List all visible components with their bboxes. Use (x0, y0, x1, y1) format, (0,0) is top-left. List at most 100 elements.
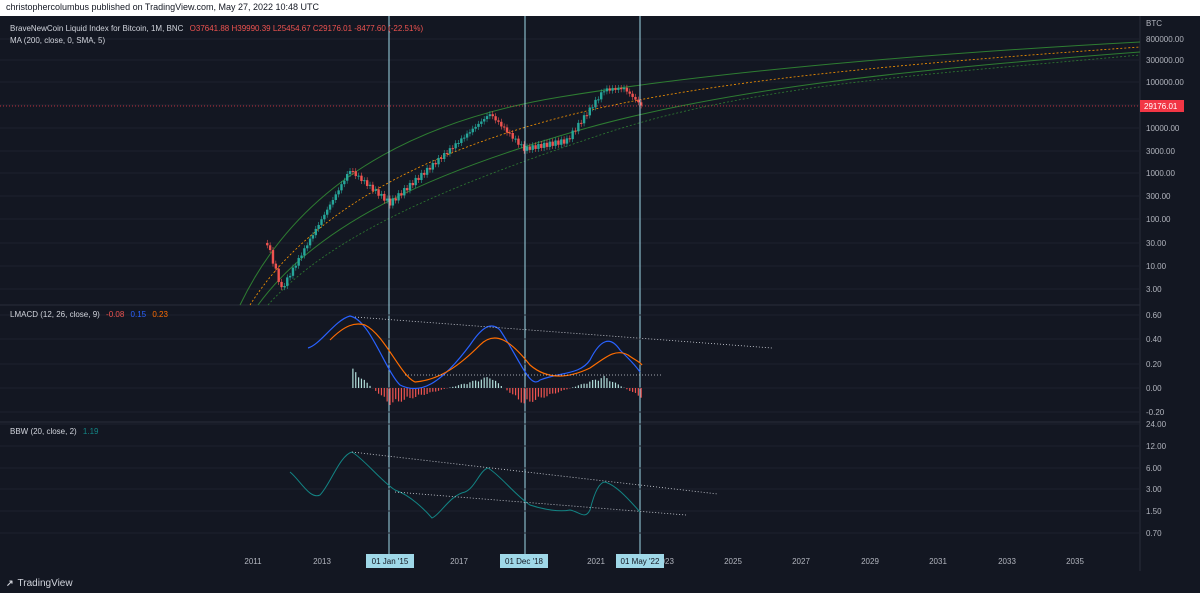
candle-body (283, 285, 286, 288)
candle-body (337, 190, 340, 195)
time-marker-1: 01 Jan '15 (372, 557, 409, 566)
candle-body (617, 87, 620, 90)
candle-body (403, 188, 406, 196)
lmacd-legend-title: LMACD (12, 26, close, 9) (10, 310, 100, 319)
candle-body (454, 143, 457, 149)
candle-body (551, 141, 554, 146)
bbw-legend: BBW (20, close, 2) 1.19 (10, 427, 99, 436)
candle-body (588, 107, 591, 116)
candle-body (580, 122, 583, 124)
bbw-tick-label: 3.00 (1146, 485, 1162, 494)
candle-body (420, 172, 423, 181)
candle-body (571, 130, 574, 140)
lmacd-legend: LMACD (12, 26, close, 9) -0.08 0.15 0.23 (10, 310, 168, 319)
candle-body (268, 245, 272, 251)
price-legend-title: BraveNewCoin Liquid Index for Bitcoin, 1… (10, 24, 184, 33)
candle-body (497, 120, 500, 122)
candle-body (408, 182, 412, 191)
candle-body (271, 250, 275, 264)
price-tick-label: 1000.00 (1146, 169, 1175, 178)
candle-body (522, 144, 526, 151)
channel-inner-curve (267, 54, 1141, 306)
candle-body (471, 128, 474, 133)
candle-body (277, 268, 280, 282)
candle-body (371, 184, 375, 191)
candle-body (628, 91, 631, 94)
lmacd-macd-line (307, 315, 641, 390)
price-axis-currency: BTC (1146, 19, 1162, 28)
lmacd-value-macd: 0.15 (130, 310, 147, 319)
candle-body (545, 142, 549, 147)
candle-body (574, 130, 577, 132)
candle-body (520, 144, 523, 146)
time-tick-label: 2017 (450, 557, 468, 566)
candle-body (314, 228, 317, 236)
candle-body (508, 132, 512, 134)
ma-legend: MA (200, close, 0, SMA, 5) (10, 36, 106, 45)
candle-body (348, 171, 352, 175)
candle-body (537, 144, 540, 149)
price-tick-label: 30.00 (1146, 239, 1167, 248)
time-tick-label: 2023 (656, 557, 674, 566)
time-tick-label: 2029 (861, 557, 879, 566)
candle-body (308, 238, 312, 246)
bbw-tick-label: 1.50 (1146, 507, 1162, 516)
candle-body (465, 133, 469, 138)
candle-body (400, 193, 403, 196)
candle-body (611, 88, 614, 91)
price-tick-label: 300.00 (1146, 192, 1171, 201)
bbw-tick-label: 12.00 (1146, 442, 1167, 451)
candle-body (585, 115, 589, 117)
chart-canvas[interactable]: 800000.00300000.00100000.0030000.0010000… (0, 16, 1200, 571)
candle-body (542, 142, 546, 148)
candle-body (414, 177, 417, 186)
candle-body (528, 146, 532, 150)
candle-body (394, 198, 397, 201)
candle-body (517, 138, 520, 145)
candle-body (477, 123, 480, 127)
bbw-axis: 24.00 12.00 6.00 3.00 1.50 0.70 (1146, 420, 1167, 538)
candle-body (377, 189, 380, 196)
candle-body (514, 138, 517, 140)
candle-body (391, 198, 395, 206)
bbw-tick-label: 0.70 (1146, 529, 1162, 538)
candle-body (525, 146, 529, 151)
time-marker-3: 01 May '22 (621, 557, 660, 566)
time-tick-label: 2035 (1066, 557, 1084, 566)
time-tick-label: 2025 (724, 557, 742, 566)
candle-body (297, 257, 300, 266)
bbw-tick-label: 24.00 (1146, 420, 1167, 429)
candle-body (608, 88, 611, 91)
last-price-label: 29176.01 (1144, 102, 1178, 111)
candle-body (600, 92, 603, 100)
candle-body (388, 198, 392, 206)
candle-body (266, 242, 269, 246)
candle-body (602, 91, 606, 93)
candle-body (383, 193, 386, 201)
candle-body (340, 184, 343, 191)
candle-body (294, 265, 298, 268)
candle-body (548, 141, 552, 147)
price-tick-label: 100000.00 (1146, 78, 1184, 87)
candle-body (437, 157, 440, 165)
candle-body (306, 245, 309, 249)
time-tick-label: 2027 (792, 557, 810, 566)
price-legend-ohlc: O37641.88 H39990.39 L25454.67 C29176.01 … (189, 24, 424, 33)
time-marker-3-bg (616, 554, 664, 568)
candle-body (480, 121, 483, 124)
candle-body (440, 157, 443, 160)
lmacd-tick-label: 0.00 (1146, 384, 1162, 393)
tradingview-logo[interactable]: ↗ TradingView (6, 578, 73, 589)
tradingview-icon: ↗ (6, 578, 14, 588)
price-gridlines (0, 38, 1140, 290)
lmacd-tick-label: -0.20 (1146, 408, 1165, 417)
candle-body (374, 189, 377, 191)
candle-body (328, 204, 332, 210)
lmacd-axis: 0.60 0.40 0.20 0.00 -0.20 (1146, 311, 1165, 417)
candle-body (280, 281, 283, 288)
lmacd-tick-label: 0.20 (1146, 360, 1162, 369)
tradingview-label: TradingView (17, 578, 73, 589)
time-tick-label: 2011 (244, 557, 262, 566)
candle-body (557, 140, 560, 145)
time-tick-label: 2021 (587, 557, 605, 566)
